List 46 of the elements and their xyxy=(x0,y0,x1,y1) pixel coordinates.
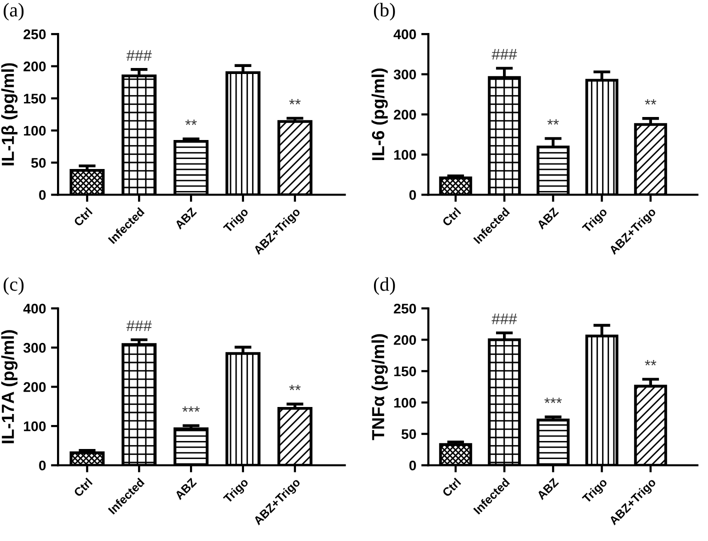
x-tick-label: Ctrl xyxy=(73,478,93,498)
y-tick-label: 300 xyxy=(394,70,416,80)
y-tick-label: 50 xyxy=(402,429,416,440)
annotation: ** xyxy=(289,384,301,390)
y-tick-label: 200 xyxy=(394,110,416,120)
annotation: ### xyxy=(492,314,518,324)
y-tick-label: 400 xyxy=(23,304,46,314)
y-tick-label: 250 xyxy=(394,304,416,314)
y-tick-label: 0 xyxy=(39,190,46,200)
x-tick-label: Ctrl xyxy=(442,207,462,227)
chart-title: (d) xyxy=(374,277,395,295)
y-axis-title: TNFα (pg/ml) xyxy=(372,334,388,440)
chart-title: (a) xyxy=(4,2,24,21)
x-tick-label: Ctrl xyxy=(73,207,93,227)
y-tick-label: 0 xyxy=(39,460,46,470)
chart-title: (c) xyxy=(4,277,24,295)
y-tick-label: 400 xyxy=(394,29,416,40)
y-tick-label: 200 xyxy=(24,382,46,392)
annotation: ### xyxy=(126,50,152,61)
annotation: ** xyxy=(289,99,301,104)
chart-title: (b) xyxy=(374,2,395,21)
annotation: ** xyxy=(644,360,656,366)
y-tick-label: 50 xyxy=(31,158,46,168)
y-tick-label: 150 xyxy=(394,366,416,376)
y-tick-label: 0 xyxy=(409,460,416,470)
y-tick-label: 100 xyxy=(24,421,46,432)
y-tick-label: 250 xyxy=(24,29,46,40)
annotation: ** xyxy=(547,119,559,125)
y-tick-label: 100 xyxy=(394,150,416,160)
annotation: ** xyxy=(185,120,197,125)
y-tick-label: 100 xyxy=(24,126,46,136)
annotation: ### xyxy=(126,320,152,332)
y-tick-label: 200 xyxy=(24,62,46,72)
y-axis-title: IL-6 (pg/ml) xyxy=(372,68,388,160)
annotation: ### xyxy=(492,49,518,60)
annotation: *** xyxy=(182,406,200,412)
annotation: ** xyxy=(644,99,656,105)
annotation: *** xyxy=(544,398,562,404)
y-axis-title: IL-17A (pg/ml) xyxy=(1,330,18,444)
y-tick-label: 100 xyxy=(394,398,416,408)
y-tick-label: 300 xyxy=(23,342,46,353)
y-tick-label: 200 xyxy=(394,335,416,345)
y-axis-title: IL-1β (pg/ml) xyxy=(1,63,18,166)
x-tick-label: Ctrl xyxy=(442,478,462,498)
y-tick-label: 0 xyxy=(409,190,416,200)
y-tick-label: 150 xyxy=(24,94,46,104)
